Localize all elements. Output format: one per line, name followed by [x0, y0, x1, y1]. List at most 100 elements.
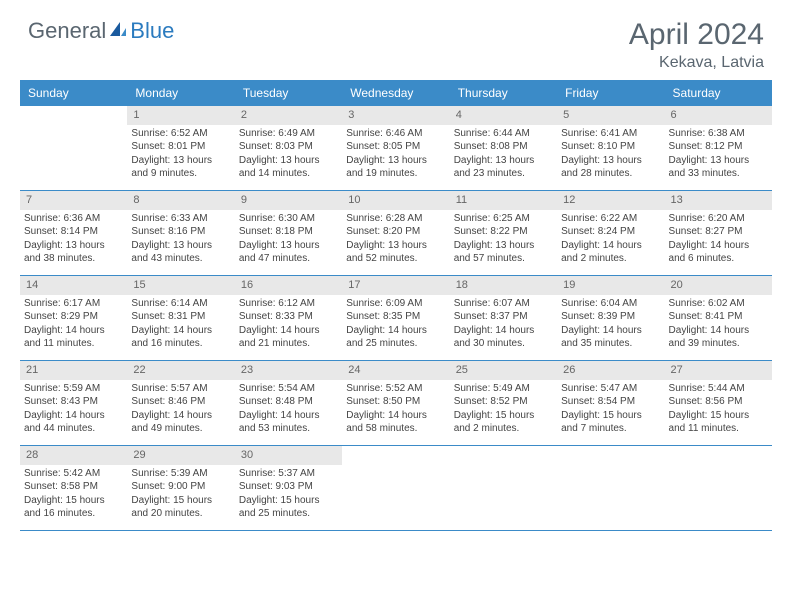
day-text-line: Sunset: 8:50 PM — [346, 395, 445, 409]
day-text-line: and 2 minutes. — [454, 422, 553, 436]
day-text-line: Daylight: 15 hours — [669, 409, 768, 423]
day-cell — [450, 446, 557, 530]
day-text-line: Sunset: 8:14 PM — [24, 225, 123, 239]
day-text-line: Daylight: 14 hours — [239, 324, 338, 338]
day-text-line: Sunrise: 6:12 AM — [239, 297, 338, 311]
day-text-line: Daylight: 14 hours — [24, 409, 123, 423]
day-text-line: Sunset: 8:08 PM — [454, 140, 553, 154]
calendar: SundayMondayTuesdayWednesdayThursdayFrid… — [20, 80, 772, 531]
day-body: Sunrise: 5:37 AMSunset: 9:03 PMDaylight:… — [235, 465, 342, 525]
day-text-line: and 44 minutes. — [24, 422, 123, 436]
day-text-line: Daylight: 13 hours — [346, 154, 445, 168]
day-text-line: Sunset: 8:39 PM — [561, 310, 660, 324]
day-text-line: Sunrise: 6:44 AM — [454, 127, 553, 141]
day-cell: 27Sunrise: 5:44 AMSunset: 8:56 PMDayligh… — [665, 361, 772, 445]
day-number: 19 — [557, 276, 664, 295]
day-text-line: Daylight: 13 hours — [24, 239, 123, 253]
day-cell: 8Sunrise: 6:33 AMSunset: 8:16 PMDaylight… — [127, 191, 234, 275]
day-cell: 25Sunrise: 5:49 AMSunset: 8:52 PMDayligh… — [450, 361, 557, 445]
day-text-line: and 57 minutes. — [454, 252, 553, 266]
day-number: 27 — [665, 361, 772, 380]
day-text-line: Sunrise: 5:54 AM — [239, 382, 338, 396]
day-text-line: and 35 minutes. — [561, 337, 660, 351]
day-text-line: Sunrise: 6:17 AM — [24, 297, 123, 311]
day-text-line: Sunrise: 5:37 AM — [239, 467, 338, 481]
day-number: 29 — [127, 446, 234, 465]
day-body: Sunrise: 5:44 AMSunset: 8:56 PMDaylight:… — [665, 380, 772, 440]
day-text-line: Sunrise: 5:57 AM — [131, 382, 230, 396]
day-text-line: Sunset: 8:24 PM — [561, 225, 660, 239]
day-number: 15 — [127, 276, 234, 295]
day-cell: 4Sunrise: 6:44 AMSunset: 8:08 PMDaylight… — [450, 106, 557, 190]
day-text-line: Sunset: 8:29 PM — [24, 310, 123, 324]
day-text-line: and 43 minutes. — [131, 252, 230, 266]
day-body: Sunrise: 6:22 AMSunset: 8:24 PMDaylight:… — [557, 210, 664, 270]
day-text-line: Sunrise: 6:25 AM — [454, 212, 553, 226]
day-text-line: and 28 minutes. — [561, 167, 660, 181]
day-number: 30 — [235, 446, 342, 465]
day-cell: 20Sunrise: 6:02 AMSunset: 8:41 PMDayligh… — [665, 276, 772, 360]
day-text-line: Sunrise: 6:28 AM — [346, 212, 445, 226]
day-text-line: Sunrise: 6:36 AM — [24, 212, 123, 226]
day-number: 23 — [235, 361, 342, 380]
day-cell: 16Sunrise: 6:12 AMSunset: 8:33 PMDayligh… — [235, 276, 342, 360]
logo: General Blue — [28, 18, 174, 44]
day-body: Sunrise: 5:42 AMSunset: 8:58 PMDaylight:… — [20, 465, 127, 525]
day-text-line: Daylight: 13 hours — [669, 154, 768, 168]
day-text-line: Sunrise: 6:49 AM — [239, 127, 338, 141]
logo-text-blue: Blue — [130, 18, 174, 44]
day-text-line: Daylight: 15 hours — [24, 494, 123, 508]
page-title: April 2024 — [629, 18, 764, 52]
day-cell: 26Sunrise: 5:47 AMSunset: 8:54 PMDayligh… — [557, 361, 664, 445]
day-body: Sunrise: 6:46 AMSunset: 8:05 PMDaylight:… — [342, 125, 449, 185]
day-text-line: Daylight: 13 hours — [346, 239, 445, 253]
day-body: Sunrise: 6:36 AMSunset: 8:14 PMDaylight:… — [20, 210, 127, 270]
day-text-line: Sunrise: 5:39 AM — [131, 467, 230, 481]
day-text-line: and 20 minutes. — [131, 507, 230, 521]
day-text-line: and 49 minutes. — [131, 422, 230, 436]
day-body: Sunrise: 5:59 AMSunset: 8:43 PMDaylight:… — [20, 380, 127, 440]
week-row: 14 Sunrise: 6:17 AMSunset: 8:29 PM Dayligh… — [20, 276, 772, 361]
day-number: 28 — [20, 446, 127, 465]
day-cell: 10Sunrise: 6:28 AMSunset: 8:20 PMDayligh… — [342, 191, 449, 275]
day-text-line: Daylight: 14 hours — [454, 324, 553, 338]
weekday-header-cell: Sunday — [20, 80, 127, 106]
day-text-line: and 23 minutes. — [454, 167, 553, 181]
day-cell: 7Sunrise: 6:36 AMSunset: 8:14 PMDaylight… — [20, 191, 127, 275]
day-text-line: Sunset: 8:48 PM — [239, 395, 338, 409]
day-text-line: and 2 minutes. — [561, 252, 660, 266]
day-text-line: Daylight: 14 hours — [239, 409, 338, 423]
day-body: Sunrise: 6:12 AMSunset: 8:33 PMDaylight:… — [235, 295, 342, 355]
day-cell: 5Sunrise: 6:41 AMSunset: 8:10 PMDaylight… — [557, 106, 664, 190]
day-body: Sunrise: 6:02 AMSunset: 8:41 PMDaylight:… — [665, 295, 772, 355]
day-number: 8 — [127, 191, 234, 210]
weekday-header-cell: Tuesday — [235, 80, 342, 106]
day-body: Sunrise: 6:04 AMSunset: 8:39 PMDaylight:… — [557, 295, 664, 355]
day-text-line: and 6 minutes. — [669, 252, 768, 266]
day-number: 6 — [665, 106, 772, 125]
day-text-line: Sunset: 9:03 PM — [239, 480, 338, 494]
day-text-line: Sunset: 8:18 PM — [239, 225, 338, 239]
day-cell: 15Sunrise: 6:14 AMSunset: 8:31 PMDayligh… — [127, 276, 234, 360]
day-cell: 22Sunrise: 5:57 AMSunset: 8:46 PMDayligh… — [127, 361, 234, 445]
day-number: 17 — [342, 276, 449, 295]
day-text-line: Sunrise: 6:30 AM — [239, 212, 338, 226]
weekday-header-cell: Wednesday — [342, 80, 449, 106]
day-cell: 30Sunrise: 5:37 AMSunset: 9:03 PMDayligh… — [235, 446, 342, 530]
day-text-line: and 58 minutes. — [346, 422, 445, 436]
day-text-line: Sunset: 8:58 PM — [24, 480, 123, 494]
day-text-line: Sunrise: 5:42 AM — [24, 467, 123, 481]
day-text-line: Daylight: 14 hours — [346, 409, 445, 423]
day-number: 7 — [20, 191, 127, 210]
day-cell: 21Sunrise: 5:59 AMSunset: 8:43 PMDayligh… — [20, 361, 127, 445]
day-text-line: and 38 minutes. — [24, 252, 123, 266]
day-text-line: Sunrise: 5:47 AM — [561, 382, 660, 396]
logo-text-general: General — [28, 18, 106, 44]
day-text-line: and 53 minutes. — [239, 422, 338, 436]
header: General Blue April 2024 Kekava, Latvia — [0, 0, 792, 80]
day-text-line: and 16 minutes. — [24, 507, 123, 521]
day-text-line: Daylight: 14 hours — [131, 324, 230, 338]
day-text-line: Sunset: 8:01 PM — [131, 140, 230, 154]
day-text-line: and 19 minutes. — [346, 167, 445, 181]
day-number: 14 — [20, 276, 127, 295]
